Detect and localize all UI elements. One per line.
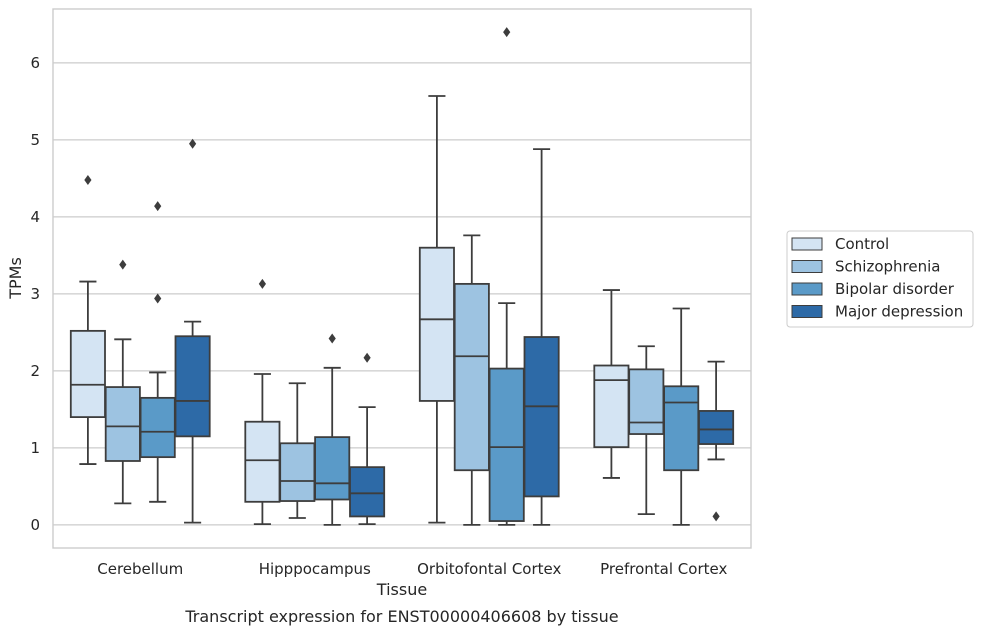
legend-label: Schizophrenia — [835, 258, 940, 276]
legend-swatch — [791, 237, 823, 251]
boxes — [69, 27, 735, 526]
x-tick-label: Cerebellum — [97, 560, 183, 578]
box-iqr — [453, 282, 490, 472]
outlier-point — [84, 174, 92, 185]
x-tick-label: Hipppocampus — [259, 560, 371, 578]
box-iqr — [349, 466, 386, 518]
outlier-point — [363, 352, 371, 363]
y-tick-label: 0 — [30, 516, 40, 534]
box-1-0 — [244, 278, 281, 526]
box-1-1 — [279, 382, 316, 519]
outlier-point — [712, 511, 720, 522]
outlier-point — [189, 138, 197, 149]
x-tick-label: Prefrontal Cortex — [600, 560, 727, 578]
box-iqr — [523, 336, 560, 498]
x-tick-labels: Cerebellum Hipppocampus Orbitofontal Corte… — [97, 560, 727, 578]
box-2-3 — [523, 148, 560, 526]
legend-frame — [786, 230, 974, 328]
box-2-1 — [453, 234, 490, 526]
box-iqr — [104, 386, 141, 462]
y-tick-label: 6 — [30, 54, 40, 72]
y-axis-title: TPMs — [6, 257, 25, 300]
box-iqr — [279, 442, 316, 502]
box-iqr — [663, 385, 700, 472]
chart-caption: Transcript expression for ENST0000040660… — [184, 607, 618, 626]
box-iqr — [244, 420, 281, 503]
x-tick-label: Orbitofontal Cortex — [417, 560, 561, 578]
box-3-2 — [663, 307, 700, 526]
box-0-3 — [174, 138, 211, 524]
outlier-point — [119, 259, 127, 270]
legend: Control Schizophrenia Bipolar disorder Majo… — [786, 230, 974, 328]
box-2-0 — [418, 95, 455, 524]
box-1-2 — [314, 333, 351, 526]
outlier-point — [258, 278, 266, 289]
box-iqr — [698, 410, 735, 445]
y-tick-label: 1 — [30, 439, 40, 457]
y-tick-label: 5 — [30, 131, 40, 149]
y-tick-label: 4 — [30, 208, 40, 226]
x-axis-title: Tissue — [376, 580, 427, 599]
box-iqr — [418, 246, 455, 402]
plot-area — [53, 9, 751, 548]
box-0-2 — [139, 201, 176, 503]
plot-frame — [52, 8, 752, 549]
outlier-point — [328, 333, 336, 344]
legend-label: Major depression — [835, 303, 963, 321]
box-iqr — [139, 396, 176, 459]
box-1-3 — [349, 352, 386, 526]
legend-label: Control — [835, 235, 889, 253]
box-0-0 — [69, 174, 106, 465]
box-3-1 — [628, 345, 665, 516]
legend-entries: Control Schizophrenia Bipolar disorder Majo… — [791, 235, 963, 321]
legend-swatch — [791, 282, 823, 296]
box-3-0 — [593, 289, 630, 479]
box-iqr — [69, 329, 106, 418]
legend-label: Bipolar disorder — [835, 280, 955, 298]
outlier-point — [154, 201, 162, 212]
box-iqr — [593, 364, 630, 449]
y-tick-label: 2 — [30, 362, 40, 380]
legend-swatch — [791, 260, 823, 273]
box-iqr — [488, 367, 525, 522]
y-tick-labels: 0 1 2 3 4 5 6 — [30, 54, 40, 534]
box-iqr — [174, 335, 211, 438]
box-2-2 — [488, 27, 525, 526]
box-3-3 — [698, 360, 735, 522]
outlier-point — [154, 293, 162, 304]
outlier-point — [503, 27, 511, 38]
y-tick-label: 3 — [30, 285, 40, 303]
legend-swatch — [791, 305, 823, 318]
box-iqr — [314, 436, 351, 501]
box-iqr — [628, 368, 665, 435]
